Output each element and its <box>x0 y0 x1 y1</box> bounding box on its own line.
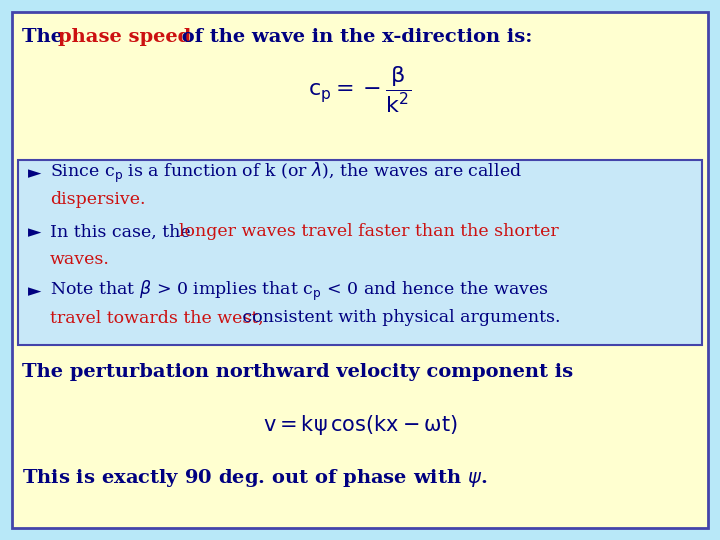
Text: The: The <box>22 28 70 46</box>
Text: consistent with physical arguments.: consistent with physical arguments. <box>237 309 560 327</box>
FancyBboxPatch shape <box>18 160 702 345</box>
Text: Since c$_\mathrm{p}$ is a function of k (or $\lambda$), the waves are called: Since c$_\mathrm{p}$ is a function of k … <box>50 161 522 185</box>
FancyBboxPatch shape <box>12 12 708 528</box>
Text: Note that $\beta$ > 0 implies that c$_\mathrm{p}$ < 0 and hence the waves: Note that $\beta$ > 0 implies that c$_\m… <box>50 279 549 303</box>
Text: The perturbation northward velocity component is: The perturbation northward velocity comp… <box>22 363 573 381</box>
Text: ►: ► <box>28 164 41 182</box>
Text: $\mathrm{c_p = -\dfrac{\beta}{k^2}}$: $\mathrm{c_p = -\dfrac{\beta}{k^2}}$ <box>308 65 412 115</box>
Text: travel towards the west,: travel towards the west, <box>50 309 264 327</box>
Text: waves.: waves. <box>50 251 110 267</box>
Text: $\mathrm{v = k\psi\,cos(kx - \omega t)}$: $\mathrm{v = k\psi\,cos(kx - \omega t)}$ <box>263 413 457 437</box>
Text: In this case, the: In this case, the <box>50 224 196 240</box>
Text: dispersive.: dispersive. <box>50 192 145 208</box>
Text: of the wave in the x-direction is:: of the wave in the x-direction is: <box>175 28 532 46</box>
Text: longer waves travel faster than the shorter: longer waves travel faster than the shor… <box>179 224 559 240</box>
Text: ►: ► <box>28 223 41 241</box>
Text: This is exactly 90 deg. out of phase with $\psi$.: This is exactly 90 deg. out of phase wit… <box>22 467 487 489</box>
Text: ►: ► <box>28 282 41 300</box>
Text: phase speed: phase speed <box>58 28 192 46</box>
